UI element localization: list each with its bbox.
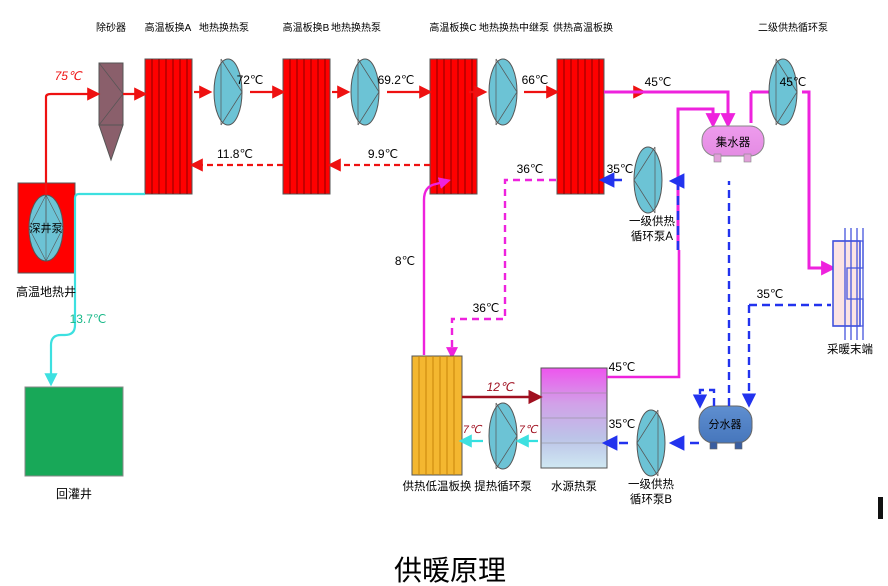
svg-text:回灌井: 回灌井 xyxy=(56,487,92,501)
svg-text:69.2℃: 69.2℃ xyxy=(378,73,415,87)
svg-text:地热换热中继泵: 地热换热中继泵 xyxy=(479,21,549,34)
svg-text:8℃: 8℃ xyxy=(395,254,415,268)
svg-text:12℃: 12℃ xyxy=(487,380,515,394)
svg-text:7℃: 7℃ xyxy=(463,424,483,436)
svg-text:36℃: 36℃ xyxy=(473,301,500,315)
svg-text:一级供热: 一级供热 xyxy=(628,477,674,491)
svg-text:高温板换A: 高温板换A xyxy=(145,21,192,34)
svg-text:二级供热循环泵: 二级供热循环泵 xyxy=(758,21,828,34)
svg-text:66℃: 66℃ xyxy=(522,73,549,87)
svg-text:采暖末端: 采暖末端 xyxy=(827,342,873,356)
svg-text:35℃: 35℃ xyxy=(607,162,634,176)
svg-text:地热换热泵: 地热换热泵 xyxy=(199,21,249,34)
svg-text:9.9℃: 9.9℃ xyxy=(368,147,398,161)
svg-text:35℃: 35℃ xyxy=(609,417,636,431)
svg-text:高温板换B: 高温板换B xyxy=(283,21,330,34)
svg-text:集水器: 集水器 xyxy=(716,135,751,149)
svg-text:75℃: 75℃ xyxy=(55,69,83,83)
svg-text:循环泵B: 循环泵B xyxy=(630,493,672,506)
svg-text:深井泵: 深井泵 xyxy=(30,221,63,235)
svg-text:11.8℃: 11.8℃ xyxy=(217,147,253,161)
svg-text:水源热泵: 水源热泵 xyxy=(551,479,597,493)
svg-text:除砂器: 除砂器 xyxy=(96,21,126,34)
svg-text:13.7℃: 13.7℃ xyxy=(70,312,107,326)
svg-text:35℃: 35℃ xyxy=(757,287,784,301)
svg-text:36℃: 36℃ xyxy=(517,162,544,176)
svg-text:45℃: 45℃ xyxy=(780,75,807,89)
svg-text:供暖原理: 供暖原理 xyxy=(394,555,506,586)
svg-text:循环泵A: 循环泵A xyxy=(631,230,673,243)
svg-text:72℃: 72℃ xyxy=(237,73,264,87)
svg-text:45℃: 45℃ xyxy=(645,75,672,89)
svg-text:地热换热泵: 地热换热泵 xyxy=(331,21,381,34)
svg-text:提热循环泵: 提热循环泵 xyxy=(474,479,532,493)
svg-text:分水器: 分水器 xyxy=(709,418,742,431)
svg-text:7℃: 7℃ xyxy=(519,424,539,436)
svg-text:供热低温板换: 供热低温板换 xyxy=(403,479,472,493)
svg-text:供热高温板换: 供热高温板换 xyxy=(553,21,613,34)
svg-text:高温地热井: 高温地热井 xyxy=(16,284,76,299)
svg-text:高温板换C: 高温板换C xyxy=(429,21,476,34)
svg-text:45℃: 45℃ xyxy=(609,360,636,374)
svg-text:一级供热: 一级供热 xyxy=(629,214,675,228)
